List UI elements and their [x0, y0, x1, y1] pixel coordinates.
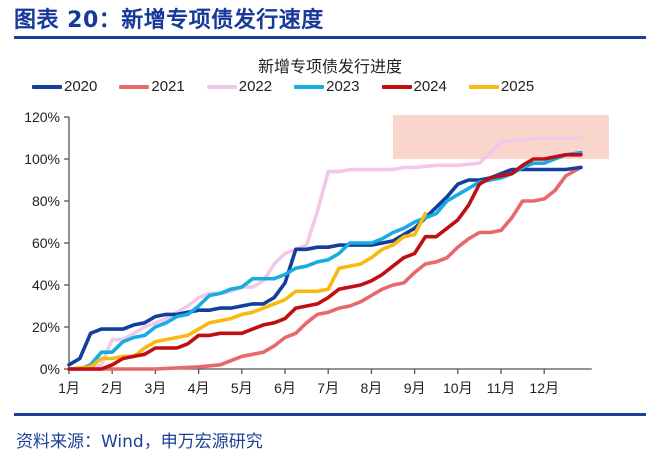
x-tick-label: 5月 — [231, 380, 253, 396]
legend-item-2020: 2020 — [32, 78, 97, 95]
series-line-2024 — [67, 153, 583, 371]
series-line-2022 — [67, 136, 583, 371]
x-tick-label: 7月 — [317, 380, 339, 396]
legend-swatch-2022 — [206, 84, 237, 89]
x-tick-label: 11月 — [487, 380, 516, 396]
source-divider — [14, 413, 646, 416]
legend-label-2020: 2020 — [64, 78, 98, 95]
x-tick-label: 2月 — [101, 380, 123, 396]
y-tick-label: 0% — [40, 361, 60, 377]
y-tick-label: 80% — [32, 193, 60, 209]
legend-item-2025: 2025 — [468, 78, 535, 95]
y-tick-label: 20% — [32, 319, 60, 335]
legend-swatch-2024 — [381, 84, 412, 89]
x-tick-label: 6月 — [274, 380, 296, 396]
legend-label-2023: 2023 — [326, 78, 360, 95]
series-line-2023 — [67, 150, 583, 371]
y-tick-label: 40% — [32, 277, 60, 293]
legend-item-2023: 2023 — [294, 78, 360, 95]
source-note: 资料来源：Wind，申万宏源研究 — [16, 432, 263, 452]
title-divider — [14, 36, 646, 39]
series-line-2021 — [67, 165, 583, 371]
y-tick-label: 120% — [24, 109, 60, 125]
legend-item-2022: 2022 — [206, 78, 273, 95]
y-tick-label: 60% — [32, 235, 60, 251]
x-tick-label: 12月 — [529, 380, 559, 396]
legend-label-2022: 2022 — [238, 78, 273, 95]
x-tick-label: 3月 — [145, 380, 167, 396]
x-tick-label: 8月 — [361, 380, 383, 396]
legend-label-2024: 2024 — [413, 78, 447, 95]
x-tick-label: 9月 — [404, 380, 426, 396]
series-line-2025 — [67, 211, 428, 371]
x-tick-label: 4月 — [188, 380, 210, 396]
x-tick-label: 1月 — [58, 380, 80, 396]
legend-swatch-2023 — [294, 84, 325, 89]
chart-legend: 2020 2021 2022 2023 2024 2025 — [32, 78, 534, 95]
chart-title: 新增专项债发行进度 — [257, 57, 402, 76]
legend-swatch-2021 — [119, 84, 150, 89]
legend-label-2025: 2025 — [500, 78, 535, 95]
legend-item-2024: 2024 — [381, 78, 447, 95]
legend-swatch-2025 — [468, 84, 499, 89]
legend-label-2021: 2021 — [151, 78, 185, 95]
legend-swatch-2020 — [32, 84, 62, 89]
legend-item-2021: 2021 — [119, 78, 185, 95]
x-tick-label: 10月 — [443, 380, 473, 396]
figure-title: 图表 20：新增专项债发行速度 — [14, 8, 324, 33]
y-tick-label: 100% — [24, 151, 60, 167]
